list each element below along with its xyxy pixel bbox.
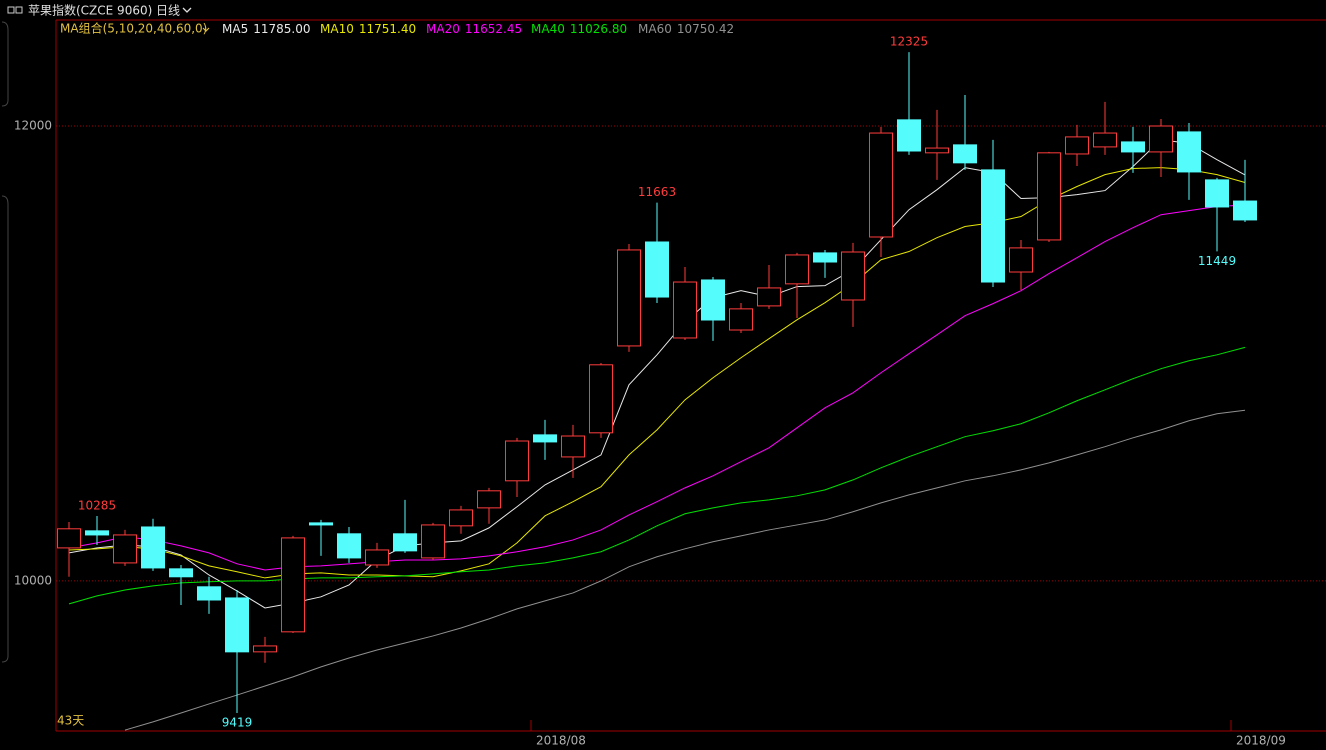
legend-entry[interactable]: MA20 11652.45 bbox=[426, 22, 522, 36]
legend-value: 10750.42 bbox=[677, 22, 734, 36]
ma-group-label[interactable]: MA组合(5,10,20,40,60,0) bbox=[60, 21, 207, 36]
extreme-label: 11449 bbox=[1198, 254, 1236, 268]
candle-body bbox=[1065, 136, 1089, 155]
candle-body bbox=[1037, 152, 1061, 241]
candle-body bbox=[337, 533, 361, 559]
candle-body bbox=[953, 144, 977, 164]
legend-name: MA20 bbox=[426, 22, 460, 36]
candle-body bbox=[729, 308, 753, 331]
legend-value: 11026.80 bbox=[570, 22, 627, 36]
period-selector[interactable]: 日线 bbox=[156, 4, 180, 18]
candle-body bbox=[617, 249, 641, 347]
legend-entry[interactable]: MA40 11026.80 bbox=[531, 22, 627, 36]
candle-body bbox=[785, 254, 809, 285]
instrument-title[interactable]: 苹果指数(CZCE 9060) bbox=[28, 3, 152, 18]
candle-body bbox=[1205, 179, 1229, 208]
extreme-label: 10285 bbox=[78, 499, 116, 513]
candle-body bbox=[841, 251, 865, 301]
legend-name: MA10 bbox=[320, 22, 354, 36]
legend-value: 11785.00 bbox=[253, 22, 310, 36]
icon[interactable] bbox=[7, 6, 15, 14]
legend-value: 11652.45 bbox=[465, 22, 522, 36]
candle-body bbox=[169, 568, 193, 578]
dropdown-arrow[interactable] bbox=[182, 7, 192, 13]
candle-body bbox=[225, 597, 249, 653]
candle-body bbox=[253, 645, 277, 653]
candle-body bbox=[113, 534, 137, 564]
candle-body bbox=[1093, 132, 1117, 148]
candle-body bbox=[897, 119, 921, 152]
candle-body bbox=[645, 241, 669, 298]
candle-body bbox=[1009, 247, 1033, 273]
candle-body bbox=[449, 509, 473, 527]
candle-body bbox=[701, 279, 725, 321]
candle-body bbox=[1177, 131, 1201, 173]
candle-body bbox=[981, 169, 1005, 283]
candle-body bbox=[589, 364, 613, 434]
candle-body bbox=[393, 533, 417, 552]
candle-body bbox=[281, 537, 305, 633]
legend-entry[interactable]: MA60 10750.42 bbox=[638, 22, 734, 36]
legend-entry[interactable]: MA10 11751.40 bbox=[320, 22, 416, 36]
panel-edge bbox=[1, 195, 9, 663]
candle-body bbox=[85, 530, 109, 536]
dropdown-arrow[interactable] bbox=[202, 27, 210, 32]
y-tick-label: 12000 bbox=[14, 118, 52, 132]
grid: 10000 12000 2018/08 2018/09 bbox=[14, 118, 1326, 748]
legend-name: MA40 bbox=[531, 22, 565, 36]
candle-body bbox=[673, 281, 697, 339]
icon[interactable] bbox=[15, 6, 23, 14]
y-tick-label: 10000 bbox=[14, 573, 52, 587]
extreme-label: 9419 bbox=[222, 716, 253, 730]
legend-value: 11751.40 bbox=[359, 22, 416, 36]
candle-body bbox=[533, 434, 557, 443]
ma-line bbox=[124, 409, 1246, 731]
candle-body bbox=[1149, 125, 1173, 153]
panel-edge bbox=[1, 21, 9, 107]
period-count: 43天 bbox=[57, 714, 84, 728]
x-tick-label: 2018/08 bbox=[536, 734, 586, 748]
ma-line bbox=[68, 346, 1246, 605]
candle-body bbox=[141, 526, 165, 569]
candle-body bbox=[505, 440, 529, 482]
candle-body bbox=[309, 522, 333, 526]
candle-body bbox=[813, 252, 837, 263]
labels: 10285 9419 11663 12325 11449 bbox=[78, 35, 1236, 730]
candle-body bbox=[925, 147, 949, 154]
legend-entry[interactable]: MA5 11785.00 bbox=[222, 22, 310, 36]
candle-body bbox=[1233, 200, 1257, 221]
candle-body bbox=[421, 524, 445, 559]
candle-body bbox=[1121, 141, 1145, 153]
legend: MA5 11785.00 MA10 11751.40 MA20 11652.45 MA40 1… bbox=[222, 22, 734, 36]
candle-body bbox=[757, 287, 781, 307]
x-tick-label: 2018/09 bbox=[1236, 734, 1286, 748]
legend-name: MA60 bbox=[638, 22, 672, 36]
ma-line bbox=[68, 204, 1246, 571]
candle-body bbox=[365, 549, 389, 566]
extreme-label: 11663 bbox=[638, 185, 676, 199]
candle-body bbox=[561, 435, 585, 458]
candle-body bbox=[477, 490, 501, 509]
legend-name: MA5 bbox=[222, 22, 248, 36]
candle-body bbox=[869, 132, 893, 238]
candle-body bbox=[57, 528, 81, 549]
extreme-label: 12325 bbox=[890, 35, 928, 49]
candles bbox=[57, 52, 1257, 714]
candle-body bbox=[197, 586, 221, 601]
